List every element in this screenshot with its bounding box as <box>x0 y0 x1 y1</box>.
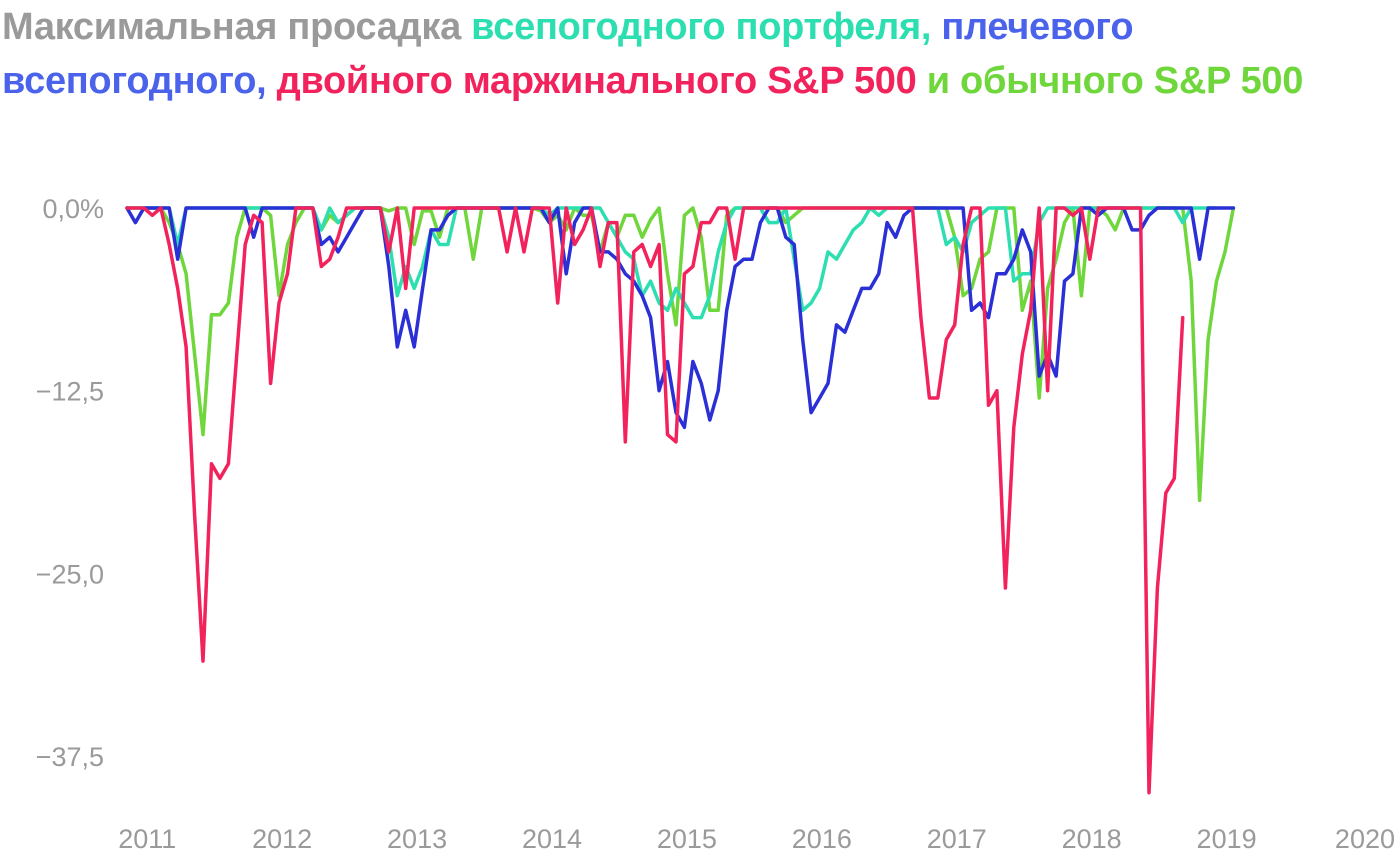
y-axis-ticks: 0,0% −12,5 −25,0 −37,5 <box>36 194 104 772</box>
y-tick-label: −25,0 <box>36 559 104 589</box>
x-tick-label: 2017 <box>927 824 987 854</box>
series-line <box>125 206 1185 795</box>
chart-title: Максимальная просадка всепогодного портф… <box>2 0 1392 108</box>
x-axis-ticks: 2011 2012 2013 2014 2015 2016 2017 2018 2019 2020 <box>118 824 1395 854</box>
x-tick-label: 2013 <box>387 824 447 854</box>
title-part-label: Максимальная просадка <box>2 6 472 48</box>
title-part-plain-sp500: и обычного S&P 500 <box>916 60 1304 102</box>
x-tick-label: 2019 <box>1197 824 1257 854</box>
series-lines <box>125 206 1236 795</box>
x-tick-label: 2016 <box>792 824 852 854</box>
x-tick-label: 2018 <box>1062 824 1122 854</box>
x-tick-label: 2011 <box>118 824 176 854</box>
title-part-leveraged-all-weather: плечевого всепогодного, <box>2 6 1134 102</box>
y-tick-label: −37,5 <box>36 742 104 772</box>
x-tick-label: 2014 <box>522 824 582 854</box>
y-tick-label: −12,5 <box>36 377 104 407</box>
x-tick-label: 2020 <box>1335 824 1395 854</box>
y-tick-label: 0,0% <box>42 194 104 224</box>
x-tick-label: 2015 <box>657 824 717 854</box>
title-part-double-margin-sp500: двойного маржинального S&P 500 <box>276 60 917 102</box>
x-tick-label: 2012 <box>252 824 312 854</box>
title-part-all-weather: всепогодного портфеля, <box>471 6 942 48</box>
